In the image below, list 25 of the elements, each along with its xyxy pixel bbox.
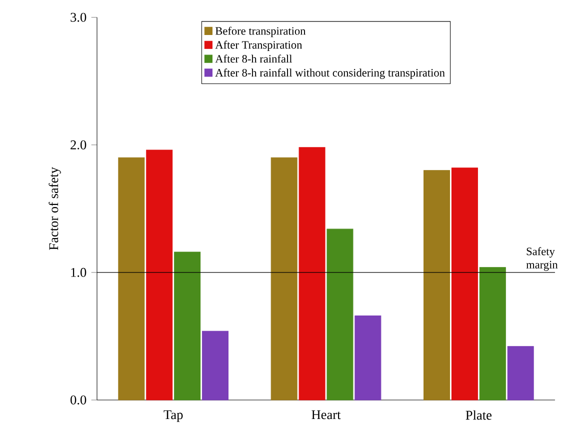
legend-label: After 8-h rainfall without considering transpiration	[215, 68, 445, 79]
bar	[424, 170, 450, 400]
legend-label: Before transpiration	[215, 26, 306, 38]
bar	[174, 252, 201, 400]
ref-line-label: Safety margin	[526, 247, 558, 271]
bar	[118, 157, 145, 400]
bar	[202, 330, 228, 400]
x-tick-label: Tap	[164, 410, 183, 422]
bar	[298, 147, 326, 400]
x-tick-label: Plate	[466, 410, 492, 420]
bar	[146, 150, 173, 400]
bar	[507, 346, 534, 400]
bar	[270, 157, 298, 400]
bar	[354, 316, 382, 400]
y-tick-label: 0.0	[70, 395, 86, 405]
x-tick-label: Heart	[312, 410, 341, 420]
bar	[479, 267, 506, 400]
y-axis-title: Factor of safety	[48, 167, 61, 250]
legend-label: After 8-h rainfall	[215, 54, 292, 63]
bar	[326, 228, 354, 400]
y-tick-label: 2.0	[70, 140, 86, 150]
legend-label: After Transpiration	[215, 40, 302, 52]
bar	[451, 168, 478, 400]
y-tick-label: 1.0	[71, 268, 86, 277]
y-tick-label: 3.0	[70, 12, 86, 22]
